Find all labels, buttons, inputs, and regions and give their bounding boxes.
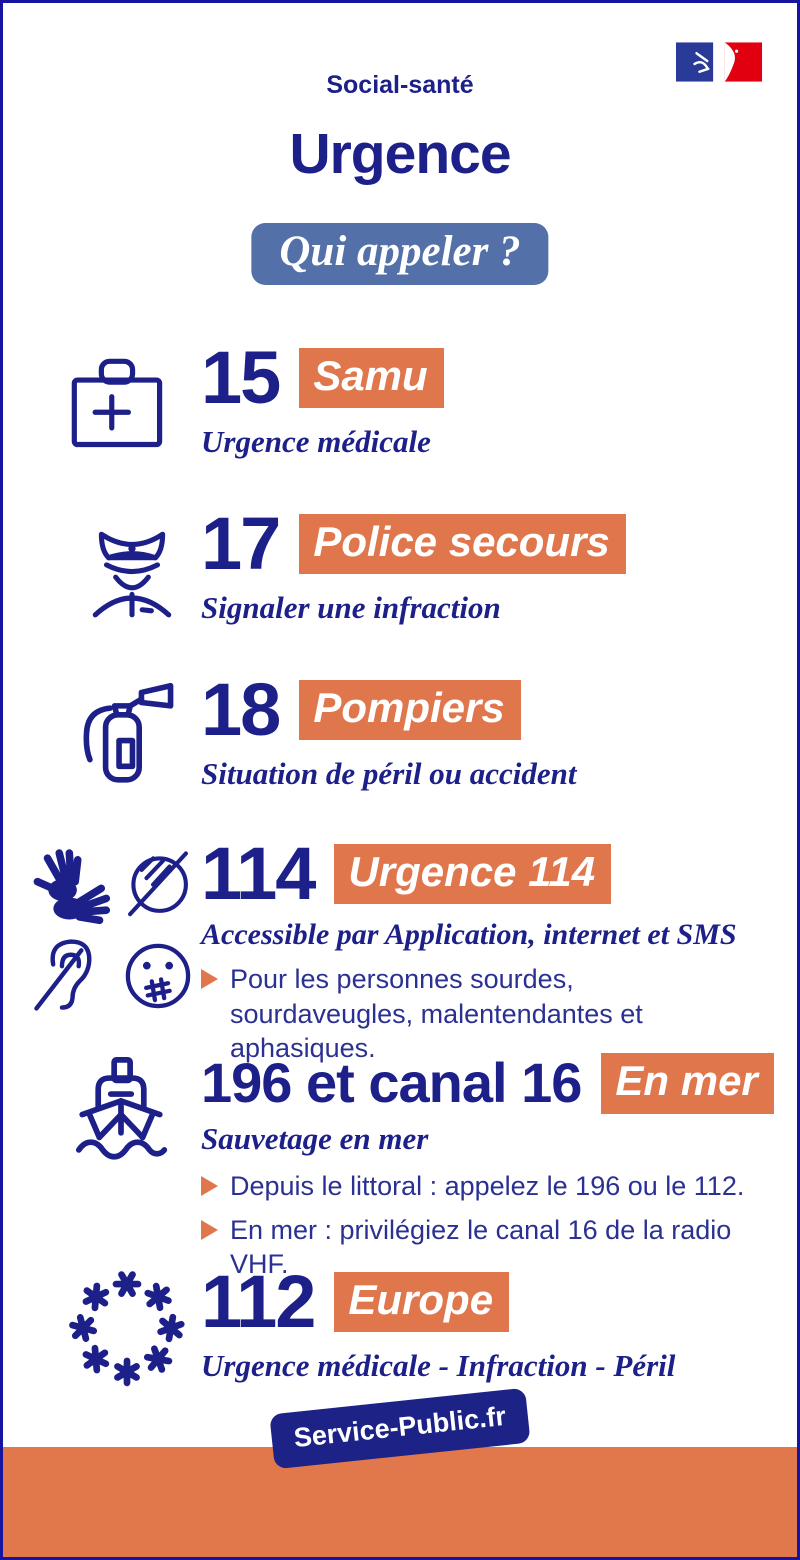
emergency-row-pompiers: 18 Pompiers Situation de péril ou accide… [201,671,771,791]
first-aid-kit-icon [65,353,171,457]
service-description: Signaler une infraction [201,589,501,625]
emergency-row-samu: 15 Samu Urgence médicale [201,339,771,459]
aphasic-face-icon [115,933,201,1019]
service-description: Urgence médicale [201,423,431,459]
bullet-triangle-icon [201,1176,218,1197]
service-description: Accessible par Application, internet et … [201,917,737,951]
footer-orange-bar [3,1447,797,1557]
europe-stars-circle-icon [61,1267,193,1389]
bullet-text: Pour les personnes sourdes, sourdaveugle… [230,964,643,1064]
bullet-text: Depuis le littoral : appelez le 196 ou l… [230,1171,745,1202]
bullet-triangle-icon [201,1219,218,1240]
question-badge: Qui appeler ? [251,223,549,285]
service-description: Situation de péril ou accident [201,755,577,791]
emergency-row-mer: 196 et canal 16 En mer Sauvetage en mer … [201,1050,774,1282]
emergency-number: 112 [201,1260,316,1343]
fire-extinguisher-icon [67,679,189,791]
detail-bullet: En mer : privilégiez le canal 16 de la r… [201,1213,761,1282]
page-title: Urgence [289,122,511,186]
deafblind-face-icon [117,841,199,925]
rescue-boat-icon [61,1053,181,1167]
service-badge: Police secours [299,513,626,575]
bullet-text: En mer : privilégiez le canal 16 de la r… [230,1214,732,1280]
police-officer-icon [81,513,183,629]
service-badge: En mer [601,1053,774,1114]
emergency-number: 18 [201,668,281,751]
detail-bullet: Pour les personnes sourdes, sourdaveugle… [201,962,761,1066]
bullet-triangle-icon [201,969,218,990]
detail-bullet: Depuis le littoral : appelez le 196 ou l… [201,1169,761,1204]
service-description: Sauvetage en mer [201,1120,429,1156]
service-badge: Urgence 114 [334,843,612,905]
emergency-number: 196 et canal 16 [201,1050,582,1114]
category-label: Social-santé [326,71,474,99]
emergency-row-114: 114 Urgence 114 Accessible par Applicati… [201,835,771,1066]
french-government-flag-icon [675,39,763,85]
ear-hearing-impaired-icon [25,931,113,1019]
emergency-number: 15 [201,336,281,419]
service-badge: Europe [334,1271,510,1333]
emergency-number: 114 [201,832,316,915]
emergency-row-police: 17 Police secours Signaler une infractio… [201,505,771,625]
sign-language-hands-icon [29,843,113,927]
service-badge: Pompiers [299,679,521,741]
service-description: Urgence médicale - Infraction - Péril [201,1347,676,1383]
service-badge: Samu [299,347,444,409]
emergency-row-europe: 112 Europe Urgence médicale - Infraction… [201,1263,771,1383]
emergency-number: 17 [201,502,281,585]
